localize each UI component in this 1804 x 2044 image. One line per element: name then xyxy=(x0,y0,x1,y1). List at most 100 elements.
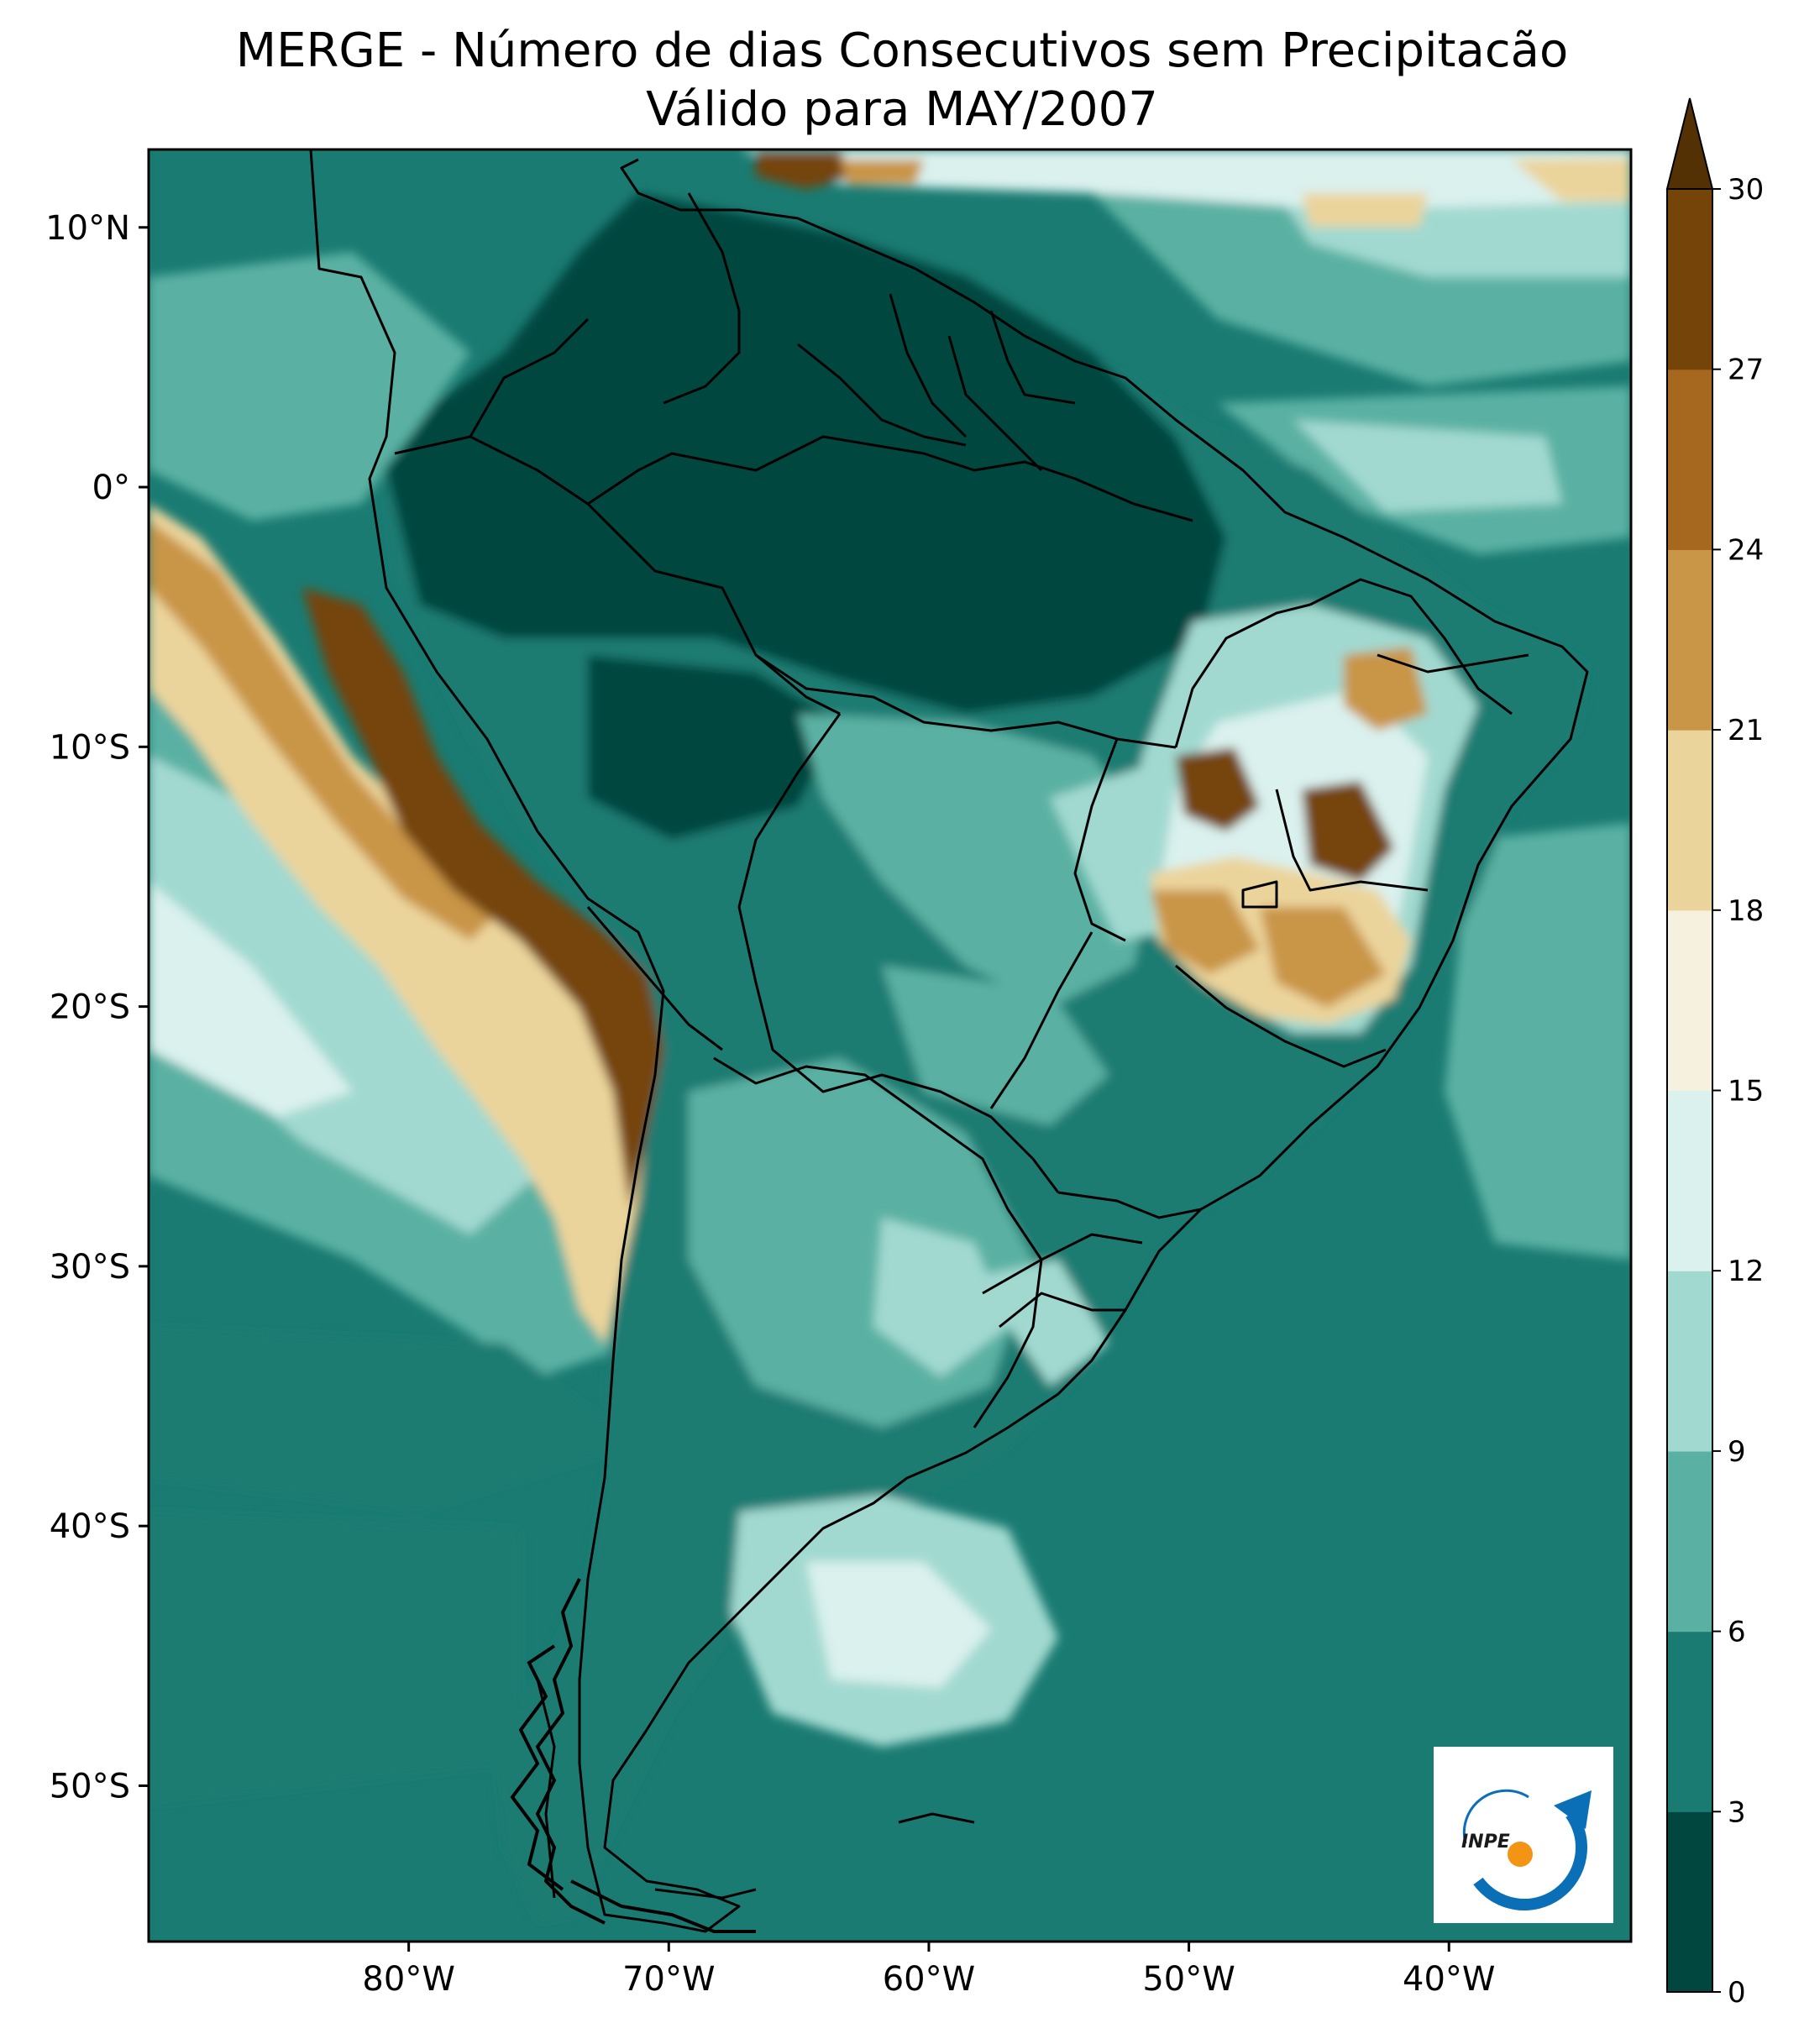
map-subtitle: Válido para MAY/2007 xyxy=(646,82,1158,137)
inpe-logo: INPE xyxy=(1434,1747,1613,1923)
lon-tick-label: 50°W xyxy=(1142,1960,1235,1999)
field-patch xyxy=(149,1512,521,1806)
field-patch xyxy=(149,521,504,941)
lat-tick-label: 40°S xyxy=(50,1507,130,1546)
border-line xyxy=(1377,653,1529,673)
logo-text: INPE xyxy=(1461,1832,1510,1853)
map-frame xyxy=(147,148,1633,1943)
border-line xyxy=(469,317,590,438)
field-patch xyxy=(1176,747,1260,831)
field-patch xyxy=(974,1260,1109,1386)
colorbar-segment xyxy=(1667,189,1712,370)
border-line xyxy=(1275,789,1429,892)
colorbar-label: 27 xyxy=(1728,354,1764,387)
field-patch xyxy=(302,588,663,1209)
continent-outline xyxy=(309,149,1589,1933)
logo-arrow-icon xyxy=(1554,1790,1592,1829)
colorbar-segment xyxy=(1667,549,1712,731)
field-patch xyxy=(149,1327,638,1512)
field-patch xyxy=(1151,890,1260,974)
border-line xyxy=(1057,1191,1202,1219)
border-line xyxy=(889,293,968,438)
field-patch xyxy=(798,714,1159,1008)
longitude-axis: 80°W 70°W 60°W 50°W 40°W xyxy=(362,1942,1495,1999)
border-line xyxy=(999,1292,1125,1329)
field-patch xyxy=(873,1218,1008,1377)
field-patch xyxy=(1445,823,1631,1260)
field-patch xyxy=(1344,647,1428,731)
border-line xyxy=(713,1056,1043,1428)
lon-tick-label: 40°W xyxy=(1403,1960,1495,1999)
field-patch xyxy=(1302,781,1394,882)
map-area xyxy=(149,149,1631,1942)
lat-tick-label: 50°S xyxy=(50,1767,130,1806)
colorbar-segment xyxy=(1667,730,1712,911)
lat-tick-label: 0° xyxy=(92,469,130,507)
logo-sun-dot xyxy=(1508,1842,1533,1867)
border-line xyxy=(989,931,1093,1109)
field-patch xyxy=(149,252,470,521)
field-patch xyxy=(756,151,857,189)
colorbar-label: 24 xyxy=(1728,533,1764,567)
lat-tick-label: 20°S xyxy=(50,988,130,1027)
colorbar-extend-arrow xyxy=(1665,97,1714,190)
colorbar-segment xyxy=(1667,909,1712,1092)
coast-line xyxy=(570,1879,756,1933)
field-patch xyxy=(1260,907,1386,1008)
logo-orbit-line xyxy=(1462,1789,1529,1844)
latitude-axis: 10°N 0° 10°S 20°S 30°S 40°S 50°S xyxy=(45,209,149,1806)
field-patch xyxy=(521,1058,605,1218)
coast-line xyxy=(535,1578,606,1925)
lat-tick-label: 10°S xyxy=(50,728,130,767)
border-line xyxy=(898,1812,975,1824)
border-line xyxy=(1309,578,1513,715)
border-line xyxy=(1175,964,1387,1068)
lat-tick-label: 30°S xyxy=(50,1248,130,1287)
field-patch xyxy=(588,655,840,840)
border-line xyxy=(654,1888,757,1900)
border-line xyxy=(947,335,1043,472)
field-patch xyxy=(149,882,353,1117)
field-patch xyxy=(840,160,924,185)
colorbar-label: 6 xyxy=(1728,1616,1746,1649)
border-line xyxy=(587,435,1193,522)
colorbar-label: 30 xyxy=(1728,173,1764,207)
border-line xyxy=(394,435,841,715)
field-patch xyxy=(1293,420,1562,512)
border-line xyxy=(1174,603,1311,748)
border-line xyxy=(586,906,723,1051)
colorbar-label: 0 xyxy=(1728,1976,1746,2010)
lat-tick-label: 10°N xyxy=(45,209,130,248)
border-line xyxy=(982,1233,1143,1295)
border-line xyxy=(737,713,1060,1193)
colorbar-label: 18 xyxy=(1728,894,1764,928)
border-line xyxy=(1073,738,1126,942)
colorbar-segment xyxy=(1667,369,1712,550)
borders xyxy=(309,149,1589,1933)
coast-line xyxy=(510,1644,564,1891)
field-patch xyxy=(149,756,538,1234)
colorbar-segment xyxy=(1667,1090,1712,1271)
border-line xyxy=(797,343,967,447)
colorbar-segment xyxy=(1667,1450,1712,1633)
lon-tick-label: 70°W xyxy=(622,1960,715,1999)
border-line xyxy=(989,310,1076,405)
lon-tick-label: 80°W xyxy=(362,1960,454,1999)
colorbar: 0 3 6 9 12 15 18 21 24 27 30 xyxy=(1665,97,1764,2010)
colorbar-label: 15 xyxy=(1728,1075,1764,1108)
colorbar-segment xyxy=(1667,1631,1712,1812)
colorbar-label: 3 xyxy=(1728,1795,1746,1829)
border-line xyxy=(536,1679,556,1899)
field-patch xyxy=(806,1562,991,1688)
colorbar-segment xyxy=(1667,1271,1712,1452)
border-line xyxy=(755,653,1177,749)
lon-tick-label: 60°W xyxy=(883,1960,975,1999)
logo-ring-arc xyxy=(1473,1810,1587,1910)
map-title: MERGE - Número de dias Consecutivos sem … xyxy=(235,24,1569,78)
colorbar-segment xyxy=(1667,1811,1712,1993)
border-line xyxy=(1241,880,1278,909)
fjord-coast xyxy=(510,1578,756,1933)
colorbar-label: 12 xyxy=(1728,1255,1764,1288)
amazon-field xyxy=(386,193,1226,714)
